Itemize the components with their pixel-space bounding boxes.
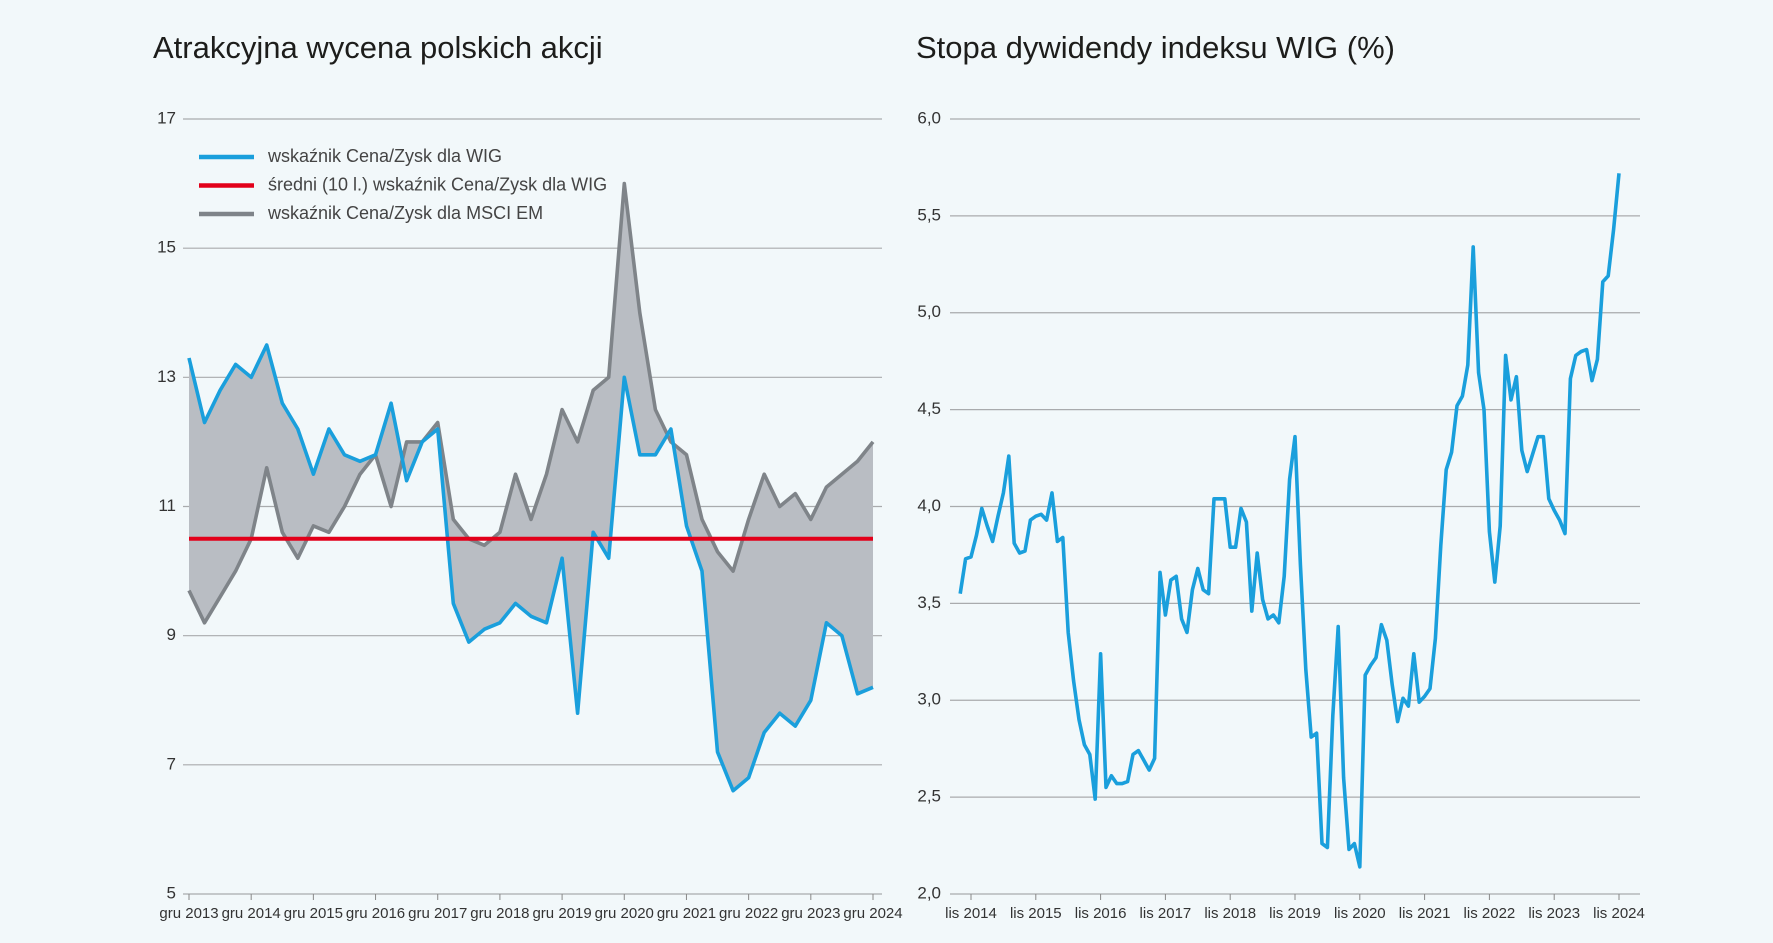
y-tick-label: 15 bbox=[157, 238, 176, 257]
x-tick-label: gru 2015 bbox=[284, 905, 343, 922]
x-tick-label: lis 2024 bbox=[1593, 905, 1645, 922]
x-tick-label: lis 2016 bbox=[1075, 905, 1127, 922]
spread-area bbox=[189, 183, 873, 791]
legend-label: średni (10 l.) wskaźnik Cena/Zysk dla WI… bbox=[268, 174, 607, 194]
x-tick-label: gru 2018 bbox=[470, 905, 529, 922]
y-tick-label: 4,5 bbox=[917, 399, 941, 418]
y-tick-label: 5,5 bbox=[917, 205, 941, 224]
data-line bbox=[187, 181, 875, 625]
legend-label: wskaźnik Cena/Zysk dla MSCI EM bbox=[267, 203, 543, 223]
y-tick-label: 9 bbox=[167, 625, 176, 644]
data-line bbox=[187, 343, 874, 793]
x-tick-label: gru 2022 bbox=[719, 905, 778, 922]
y-tick-label: 4,0 bbox=[917, 496, 941, 515]
y-tick-label: 2,5 bbox=[917, 787, 941, 806]
y-tick-label: 5,0 bbox=[917, 302, 941, 321]
x-tick-label: gru 2024 bbox=[843, 905, 902, 922]
x-tick-label: lis 2021 bbox=[1399, 905, 1451, 922]
x-tick-label: lis 2023 bbox=[1528, 905, 1580, 922]
y-tick-label: 3,0 bbox=[917, 690, 941, 709]
y-tick-label: 17 bbox=[157, 108, 176, 127]
x-tick-label: lis 2015 bbox=[1010, 905, 1062, 922]
y-tick-label: 11 bbox=[158, 496, 176, 515]
y-tick-label: 7 bbox=[167, 754, 176, 773]
x-tick-label: gru 2023 bbox=[781, 905, 840, 922]
y-tick-label: 2,0 bbox=[917, 883, 941, 902]
y-tick-label: 3,5 bbox=[917, 593, 941, 612]
x-tick-label: lis 2014 bbox=[945, 905, 997, 922]
x-tick-label: lis 2019 bbox=[1269, 905, 1321, 922]
chart-title: Stopa dywidendy indeksu WIG (%) bbox=[916, 30, 1395, 65]
x-tick-label: lis 2017 bbox=[1140, 905, 1192, 922]
x-tick-label: gru 2014 bbox=[222, 905, 281, 922]
x-tick-label: gru 2020 bbox=[595, 905, 654, 922]
x-tick-label: gru 2017 bbox=[408, 905, 467, 922]
legend-label: wskaźnik Cena/Zysk dla WIG bbox=[267, 146, 502, 166]
x-tick-label: lis 2020 bbox=[1334, 905, 1386, 922]
x-tick-label: gru 2021 bbox=[657, 905, 716, 922]
x-tick-label: gru 2016 bbox=[346, 905, 405, 922]
x-tick-label: lis 2022 bbox=[1464, 905, 1516, 922]
y-tick-label: 6,0 bbox=[917, 108, 941, 127]
x-tick-label: gru 2013 bbox=[159, 905, 218, 922]
data-line bbox=[958, 173, 1621, 869]
y-tick-label: 13 bbox=[157, 367, 176, 386]
x-tick-label: lis 2018 bbox=[1204, 905, 1256, 922]
chart-title: Atrakcyjna wycena polskich akcji bbox=[153, 30, 603, 65]
x-tick-label: gru 2019 bbox=[532, 905, 591, 922]
y-tick-label: 5 bbox=[167, 883, 176, 902]
